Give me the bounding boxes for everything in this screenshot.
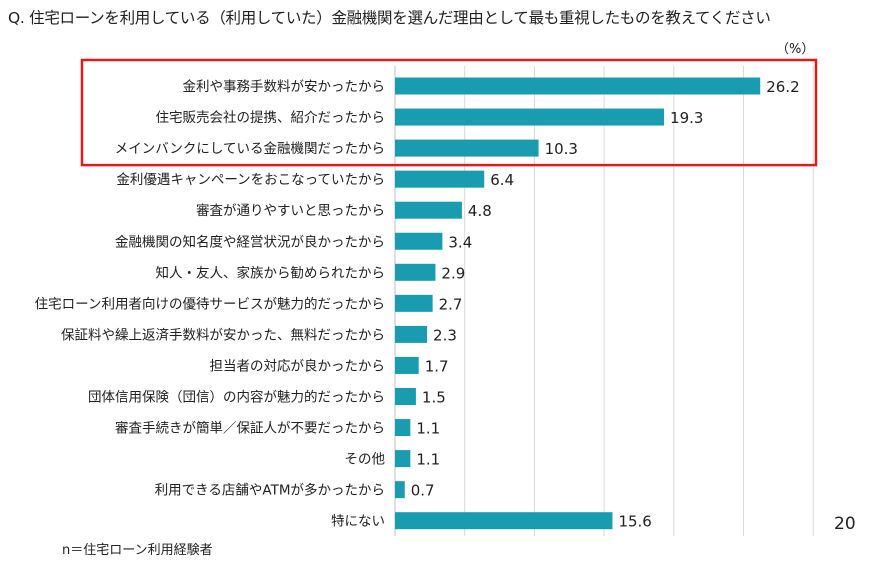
category-label: 団体信用保険（団信）の内容が魅力的だったから — [88, 389, 385, 406]
value-label: 1.1 — [416, 420, 440, 438]
value-label: 2.9 — [441, 264, 465, 282]
value-label: 1.1 — [416, 451, 440, 469]
bar — [395, 450, 411, 468]
category-label: 保証料や繰上返済手数料が安かった、無料だったから — [61, 327, 385, 343]
value-label: 1.5 — [422, 389, 446, 407]
value-label: 3.4 — [448, 233, 472, 251]
bar — [395, 170, 485, 188]
value-label: 10.3 — [545, 140, 578, 158]
bar — [395, 481, 405, 499]
highlight-box — [80, 58, 818, 167]
value-label: 4.8 — [468, 202, 492, 220]
category-label: 担当者の対応が良かったから — [210, 358, 386, 374]
value-label: 15.6 — [618, 513, 651, 531]
category-label: 特にない — [331, 514, 385, 530]
value-label: 1.7 — [425, 357, 449, 375]
category-label: 住宅ローン利用者向けの優待サービスが魅力的だったから — [35, 296, 385, 312]
value-label: 0.7 — [411, 482, 435, 500]
category-label: 住宅販売会社の提携、紹介だったから — [156, 110, 386, 126]
labels: 金利や事務手数料が安かったから 26.2 住宅販売会社の提携、紹介だったから 19.3… — [35, 78, 800, 531]
category-label: 審査が通りやすいと思ったから — [196, 203, 385, 219]
category-label: メインバンクにしている金融機関だったから — [115, 141, 385, 157]
bar — [395, 77, 761, 95]
category-label: 金融機関の知名度や経営状況が良かったから — [115, 233, 385, 250]
category-label: その他 — [345, 452, 386, 468]
page-number: 20 — [834, 514, 856, 534]
category-label: 金利や事務手数料が安かったから — [183, 79, 386, 95]
bar — [395, 419, 411, 437]
category-label: 審査手続きが簡単／保証人が不要だったから — [115, 421, 385, 437]
bar — [395, 108, 665, 126]
category-label: 金利優遇キャンペーンをおこなっていたから — [116, 172, 385, 188]
unit-label: （%） — [776, 42, 815, 57]
bar — [395, 201, 462, 219]
value-label: 6.4 — [490, 171, 514, 189]
bar — [395, 325, 428, 343]
bar — [395, 512, 613, 530]
bar — [395, 232, 443, 250]
category-label: 知人・友人、家族から勧められたから — [156, 264, 386, 281]
bar — [395, 356, 419, 374]
value-label: 19.3 — [670, 109, 703, 127]
value-label: 2.3 — [433, 326, 457, 344]
bar — [395, 263, 436, 281]
value-label: 2.7 — [439, 295, 463, 313]
bars — [395, 77, 761, 530]
sample-note: n＝住宅ローン利用経験者 — [62, 543, 213, 558]
category-label: 利用できる店舗やATMが多かったから — [155, 482, 385, 499]
question-title: Q. 住宅ローンを利用している（利用していた）金融機関を選んだ理由として最も重視… — [8, 9, 771, 27]
bar — [395, 294, 433, 312]
value-label: 26.2 — [766, 78, 799, 96]
bar — [395, 139, 539, 157]
bar — [395, 388, 416, 405]
